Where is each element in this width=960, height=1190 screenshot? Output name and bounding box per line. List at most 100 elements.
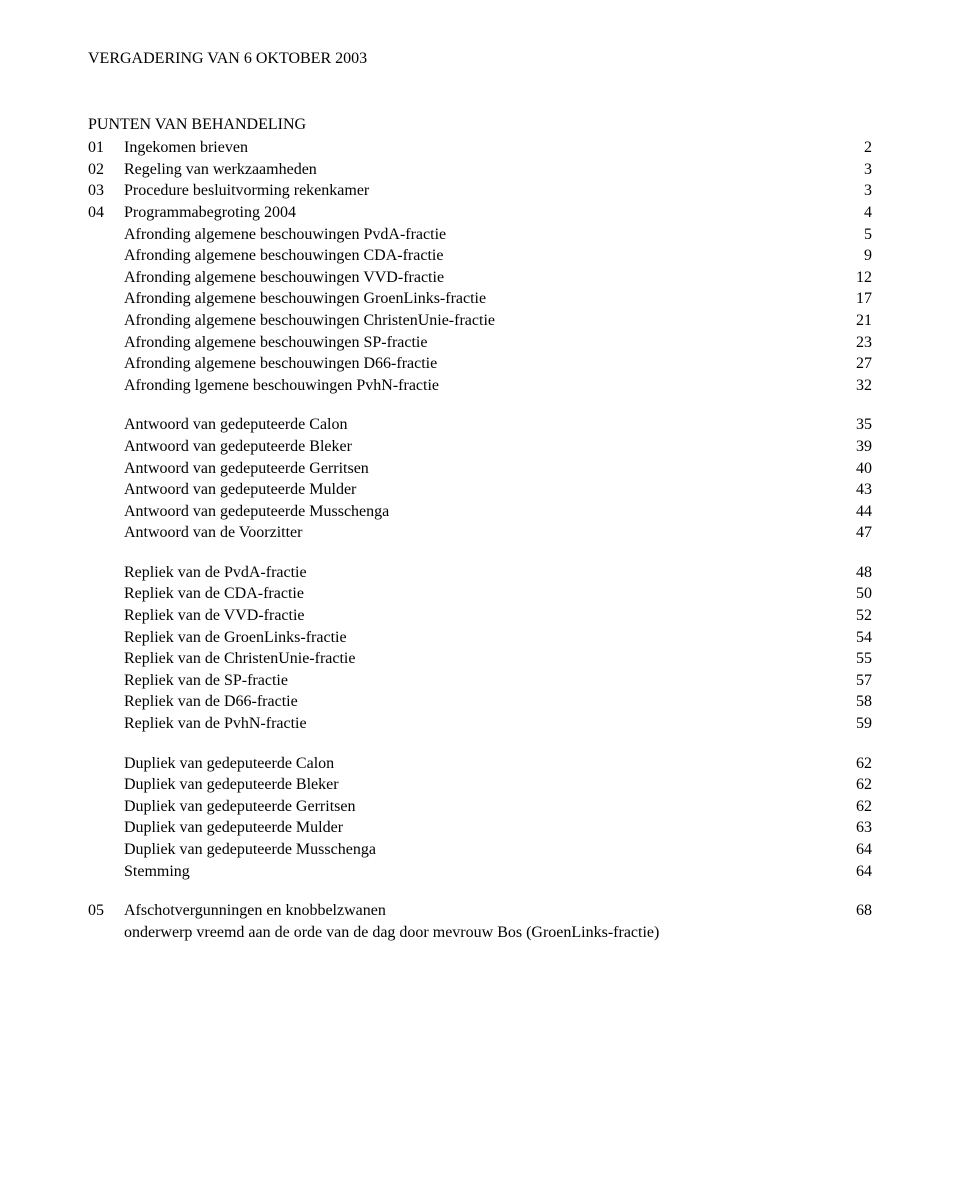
toc-row: Antwoord van gedeputeerde Musschenga 44 (88, 501, 872, 523)
toc-item-label: Dupliek van gedeputeerde Calon (124, 753, 334, 775)
toc-item-label: Afronding algemene beschouwingen GroenLi… (124, 288, 486, 310)
toc-row: Antwoord van de Voorzitter47 (88, 522, 872, 544)
toc-row: Afronding algemene beschouwingen D66-fra… (88, 353, 872, 375)
toc-item-label: Repliek van de D66-fractie (124, 691, 298, 713)
toc-item-label: Antwoord van gedeputeerde Mulder (124, 479, 356, 501)
toc-item-page: 48 (850, 562, 872, 584)
toc-item-label: Afronding algemene beschouwingen VVD-fra… (124, 267, 444, 289)
toc-item-label: Dupliek van gedeputeerde Musschenga (124, 839, 376, 861)
toc-row: Repliek van de GroenLinks-fractie 54 (88, 627, 872, 649)
toc-item-page: 43 (850, 479, 872, 501)
document-page: VERGADERING VAN 6 OKTOBER 2003 PUNTEN VA… (0, 0, 960, 1190)
toc-item-label: Afronding algemene beschouwingen D66-fra… (124, 353, 437, 375)
toc-item-label: Antwoord van gedeputeerde Bleker (124, 436, 352, 458)
toc-item-page: 64 (850, 861, 872, 883)
toc-item-page: 59 (850, 713, 872, 735)
toc-row: Afronding algemene beschouwingen CDA-fra… (88, 245, 872, 267)
toc-item-page: 40 (850, 458, 872, 480)
toc-item-number: 03 (88, 180, 124, 202)
toc-item-page: 3 (850, 159, 872, 181)
toc-item-label: Repliek van de CDA-fractie (124, 583, 304, 605)
toc-item-page: 54 (850, 627, 872, 649)
toc-item-page: 2 (850, 137, 872, 159)
toc-item-label: Afronding algemene beschouwingen CDA-fra… (124, 245, 443, 267)
toc-row: Dupliek van gedeputeerde Gerritsen62 (88, 796, 872, 818)
toc-row: onderwerp vreemd aan de orde van de dag … (88, 922, 872, 944)
toc-item-page: 23 (850, 332, 872, 354)
toc-item-label: Repliek van de ChristenUnie-fractie (124, 648, 355, 670)
toc-item-label: Antwoord van gedeputeerde Calon (124, 414, 347, 436)
toc-item-label: Antwoord van gedeputeerde Musschenga (124, 501, 389, 523)
toc-item-label: Regeling van werkzaamheden (124, 159, 317, 181)
toc-item-page: 47 (850, 522, 872, 544)
toc-row: Repliek van de PvhN-fractie 59 (88, 713, 872, 735)
toc-item-page: 68 (850, 900, 872, 922)
toc-item-page: 17 (850, 288, 872, 310)
toc-item-label: Repliek van de VVD-fractie (124, 605, 305, 627)
toc-item-label: Programmabegroting 2004 (124, 202, 296, 224)
toc-row: Antwoord van gedeputeerde Gerritsen40 (88, 458, 872, 480)
toc-row: Afronding lgemene beschouwingen PvhN-fra… (88, 375, 872, 397)
toc-block: 05Afschotvergunningen en knobbelzwanen68… (88, 900, 872, 943)
toc-row: Repliek van de ChristenUnie-fractie55 (88, 648, 872, 670)
toc-item-label: Ingekomen brieven (124, 137, 248, 159)
toc-item-page: 63 (850, 817, 872, 839)
toc-row: Afronding algemene beschouwingen SP-frac… (88, 332, 872, 354)
toc-item-page: 58 (850, 691, 872, 713)
toc-item-page: 9 (850, 245, 872, 267)
toc-block: Repliek van de PvdA-fractie48Repliek van… (88, 562, 872, 735)
toc-item-label: Stemming (124, 861, 190, 883)
toc-item-label: Repliek van de GroenLinks-fractie (124, 627, 347, 649)
toc-item-page: 39 (850, 436, 872, 458)
toc-item-label: Afronding algemene beschouwingen SP-frac… (124, 332, 427, 354)
toc-row: 01Ingekomen brieven 2 (88, 137, 872, 159)
toc-item-label: onderwerp vreemd aan de orde van de dag … (124, 922, 659, 944)
toc-row: Antwoord van gedeputeerde Bleker 39 (88, 436, 872, 458)
toc-row: Afronding algemene beschouwingen VVD-fra… (88, 267, 872, 289)
toc-item-page: 44 (850, 501, 872, 523)
toc-row: Repliek van de VVD-fractie 52 (88, 605, 872, 627)
toc-row: 04Programmabegroting 20044 (88, 202, 872, 224)
table-of-contents: 01Ingekomen brieven 2 02Regeling van werkz… (88, 137, 872, 943)
toc-row: Dupliek van gedeputeerde Musschenga64 (88, 839, 872, 861)
toc-item-page: 5 (850, 224, 872, 246)
toc-row: Antwoord van gedeputeerde Mulder 43 (88, 479, 872, 501)
toc-item-label: Afronding algemene beschouwingen PvdA-fr… (124, 224, 446, 246)
section-title: PUNTEN VAN BEHANDELING (88, 114, 872, 136)
toc-row: Repliek van de D66-fractie 58 (88, 691, 872, 713)
toc-item-number: 04 (88, 202, 124, 224)
toc-row: Stemming 64 (88, 861, 872, 883)
toc-item-label: Repliek van de PvdA-fractie (124, 562, 307, 584)
toc-item-label: Repliek van de PvhN-fractie (124, 713, 307, 735)
toc-item-label: Afronding lgemene beschouwingen PvhN-fra… (124, 375, 439, 397)
toc-item-label: Dupliek van gedeputeerde Bleker (124, 774, 339, 796)
toc-item-label: Dupliek van gedeputeerde Mulder (124, 817, 343, 839)
page-header: VERGADERING VAN 6 OKTOBER 2003 (88, 48, 872, 70)
toc-item-label: Afschotvergunningen en knobbelzwanen (124, 900, 386, 922)
toc-item-page: 27 (850, 353, 872, 375)
toc-row: Dupliek van gedeputeerde Bleker 62 (88, 774, 872, 796)
toc-row: Afronding algemene beschouwingen GroenLi… (88, 288, 872, 310)
toc-item-number: 02 (88, 159, 124, 181)
toc-item-label: Repliek van de SP-fractie (124, 670, 288, 692)
toc-item-page: 32 (850, 375, 872, 397)
toc-block: 01Ingekomen brieven 2 02Regeling van werkz… (88, 137, 872, 396)
toc-row: Repliek van de CDA-fractie 50 (88, 583, 872, 605)
toc-item-number: 01 (88, 137, 124, 159)
toc-block: Antwoord van gedeputeerde Calon35Antwoor… (88, 414, 872, 544)
toc-row: 05Afschotvergunningen en knobbelzwanen68 (88, 900, 872, 922)
toc-item-page: 57 (850, 670, 872, 692)
toc-item-label: Procedure besluitvorming rekenkamer (124, 180, 369, 202)
toc-item-page: 35 (850, 414, 872, 436)
toc-row: Dupliek van gedeputeerde Calon62 (88, 753, 872, 775)
toc-row: Antwoord van gedeputeerde Calon 35 (88, 414, 872, 436)
toc-item-label: Afronding algemene beschouwingen Christe… (124, 310, 495, 332)
toc-row: Afronding algemene beschouwingen PvdA-fr… (88, 224, 872, 246)
toc-item-page: 12 (850, 267, 872, 289)
toc-item-page: 52 (850, 605, 872, 627)
toc-item-page: 62 (850, 774, 872, 796)
toc-row: Repliek van de SP-fractie 57 (88, 670, 872, 692)
toc-row: Afronding algemene beschouwingen Christe… (88, 310, 872, 332)
toc-item-page: 50 (850, 583, 872, 605)
toc-item-page: 3 (850, 180, 872, 202)
